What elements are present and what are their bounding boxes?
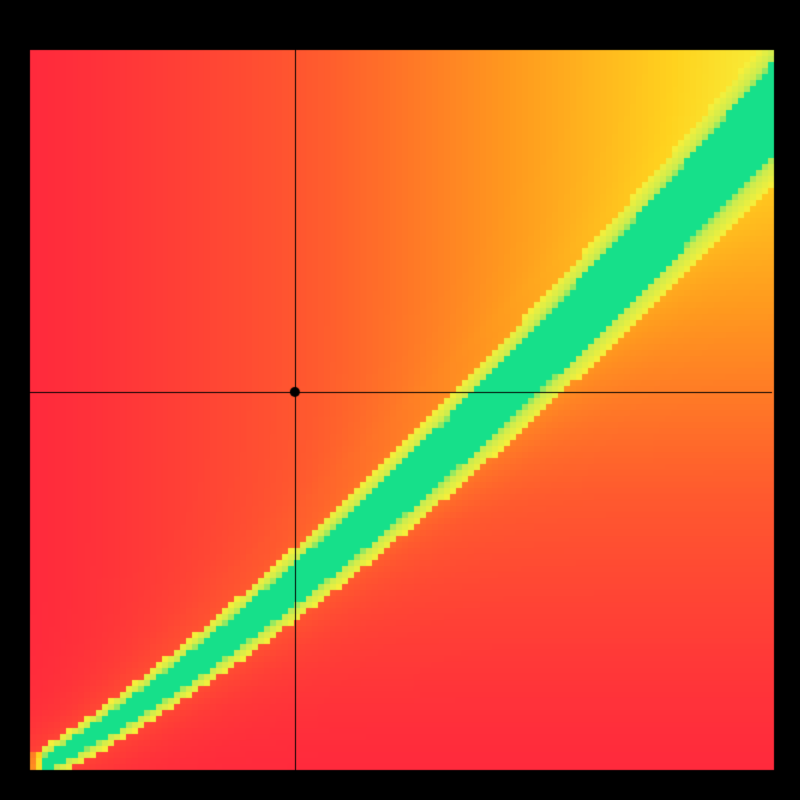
heatmap-canvas [0,0,800,800]
chart-container: TheBottleneck.com [0,0,800,800]
